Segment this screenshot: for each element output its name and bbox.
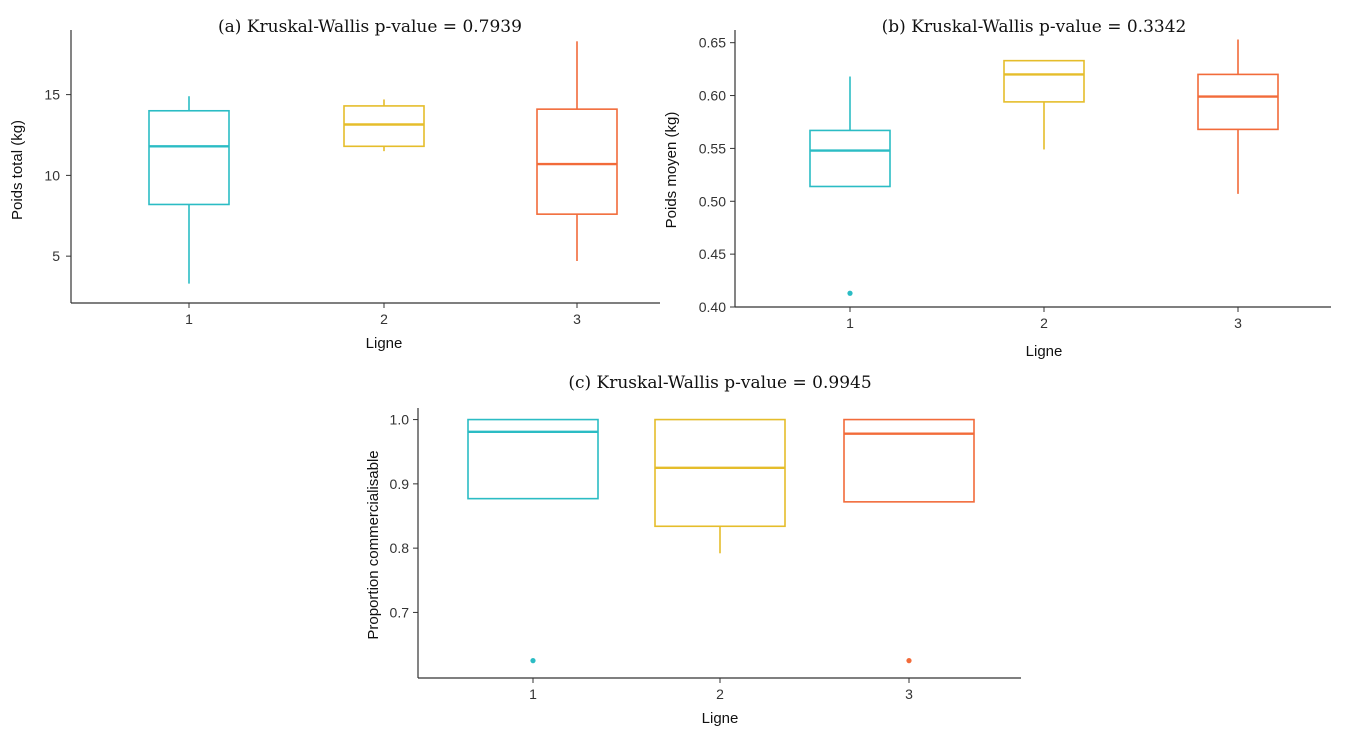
panel-c-x-axis-label: Ligne [702, 710, 739, 727]
panel-a-y-tick-label: 15 [44, 87, 60, 103]
panel-b-y-axis-label: Poids moyen (kg) [663, 112, 680, 229]
panel-c-y-axis-label: Proportion commercialisable [365, 450, 382, 639]
panel-a-y-tick-label: 5 [52, 248, 60, 264]
panel-b-x-tick-label: 1 [846, 315, 854, 331]
panel-c-y-tick-label: 0.8 [390, 540, 410, 556]
panel-b-group-2-box [1003, 59, 1085, 103]
panel-a-y-tick-label: 10 [44, 167, 60, 183]
panel-b-group-3-box [1197, 73, 1279, 131]
panel-b-y-tick-label: 0.55 [699, 140, 726, 156]
panel-b-group-1-outlier [847, 290, 853, 296]
panel-a-x-tick-label: 1 [185, 311, 193, 327]
panel-b-y-tick-label: 0.40 [699, 299, 726, 315]
panel-c-group-3-outlier [906, 658, 912, 664]
panel-c-x-tick-label: 1 [529, 686, 537, 702]
panel-c-x-tick-label: 2 [716, 686, 724, 702]
panel-b-group-1-box [809, 129, 891, 188]
panel-b-x-tick-label: 3 [1234, 315, 1242, 331]
panel-c-y-tick-label: 0.9 [390, 476, 410, 492]
panel-c-group-1-outlier [530, 658, 536, 664]
panel-a-x-tick-label: 2 [380, 311, 388, 327]
panel-a-x-tick-label: 3 [573, 311, 581, 327]
panel-b-y-tick-label: 0.45 [699, 246, 726, 262]
panel-c-y-tick-label: 0.7 [390, 604, 410, 620]
panel-c-title: (c) Kruskal-Wallis p-value = 0.9945 [568, 373, 871, 393]
panel-c-x-tick-label: 3 [905, 686, 913, 702]
panel-a-group-3-box [536, 108, 618, 215]
panel-b-y-tick-label: 0.65 [699, 35, 726, 51]
panel-a-group-2-box [343, 105, 425, 148]
panel-b-title: (b) Kruskal-Wallis p-value = 0.3342 [882, 17, 1187, 37]
panel-c-y-tick-label: 1.0 [390, 412, 410, 428]
panel-a-x-axis-label: Ligne [366, 335, 403, 352]
panel-b-x-axis-label: Ligne [1026, 343, 1063, 360]
panel-c-group-3-box [843, 418, 975, 503]
panel-c-group-2-box [654, 418, 786, 528]
panel-a-title: (a) Kruskal-Wallis p-value = 0.7939 [218, 17, 522, 37]
panel-b-y-tick-label: 0.60 [699, 88, 726, 104]
panel-a-y-axis-label: Poids total (kg) [9, 120, 26, 220]
panel-b-x-tick-label: 2 [1040, 315, 1048, 331]
panel-b-y-tick-label: 0.50 [699, 193, 726, 209]
panel-a-group-1-box [148, 109, 230, 206]
